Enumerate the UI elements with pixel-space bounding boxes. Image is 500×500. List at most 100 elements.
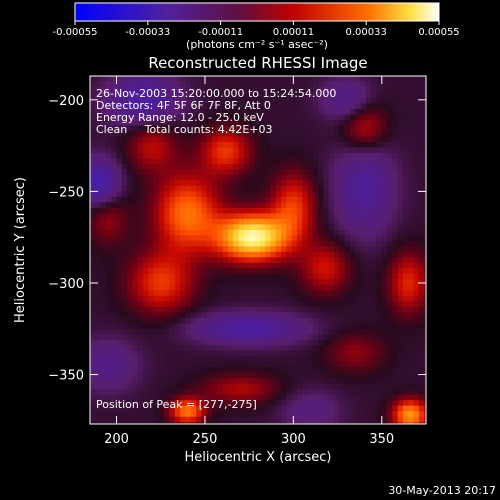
heatmap-cell <box>392 218 399 225</box>
heatmap-cell <box>227 235 234 242</box>
heatmap-cell <box>222 339 229 346</box>
heatmap-cell <box>418 262 425 269</box>
heatmap-cell <box>355 169 362 176</box>
heatmap-cell <box>281 323 287 330</box>
heatmap-plot[interactable] <box>90 76 430 428</box>
heatmap-cell <box>302 235 309 242</box>
heatmap-cell <box>116 251 123 258</box>
heatmap-cell <box>254 130 261 137</box>
heatmap-cell <box>355 246 362 253</box>
heatmap-cell <box>397 120 404 127</box>
heatmap-cell <box>180 290 187 297</box>
heatmap-cell <box>217 125 224 132</box>
heatmap-cell <box>328 109 335 116</box>
heatmap-cell <box>265 301 272 308</box>
heatmap-cell <box>249 76 256 83</box>
heatmap-cell <box>243 163 250 170</box>
heatmap-cell <box>408 328 415 335</box>
heatmap-cell <box>90 125 96 132</box>
heatmap-cell <box>159 422 165 424</box>
heatmap-cell <box>275 323 282 330</box>
heatmap-cell <box>275 405 282 412</box>
heatmap-cell <box>259 174 266 181</box>
heatmap-cell <box>334 130 340 137</box>
heatmap-cell <box>143 416 150 423</box>
heatmap-cell <box>148 284 155 291</box>
heatmap-cell <box>270 328 277 335</box>
heatmap-cell <box>307 158 314 165</box>
heatmap-cell <box>111 196 118 203</box>
heatmap-cell <box>350 125 356 132</box>
heatmap-cell <box>323 229 330 236</box>
heatmap-cell <box>259 295 266 302</box>
heatmap-cell <box>164 202 171 209</box>
heatmap-cell <box>408 389 415 396</box>
heatmap-cell <box>381 361 388 368</box>
heatmap-cell <box>249 235 256 242</box>
heatmap-cell <box>376 411 383 418</box>
heatmap-cell <box>169 405 176 412</box>
heatmap-cell <box>174 185 181 192</box>
heatmap-cell <box>392 158 399 165</box>
heatmap-cell <box>259 400 266 407</box>
heatmap-cell <box>360 136 367 143</box>
heatmap-cell <box>323 152 330 159</box>
heatmap-cell <box>365 109 372 116</box>
heatmap-cell <box>312 130 319 137</box>
heatmap-cell <box>217 147 224 154</box>
heatmap-cell <box>350 191 356 198</box>
heatmap-cell <box>180 400 187 407</box>
heatmap-cell <box>418 125 425 132</box>
heatmap-cell <box>95 295 102 302</box>
heatmap-cell <box>307 317 314 324</box>
heatmap-cell <box>169 312 176 319</box>
heatmap-cell <box>413 389 420 396</box>
heatmap-cell <box>307 389 314 396</box>
heatmap-cell <box>137 273 144 280</box>
heatmap-cell <box>355 389 362 396</box>
heatmap-cell <box>323 109 330 116</box>
heatmap-cell <box>222 268 229 275</box>
heatmap-cell <box>259 147 266 154</box>
heatmap-cell <box>403 218 409 225</box>
heatmap-cell <box>387 229 394 236</box>
heatmap-cell <box>397 152 404 159</box>
heatmap-cell <box>328 334 335 341</box>
heatmap-cell <box>212 125 218 132</box>
heatmap-cell <box>227 405 234 412</box>
heatmap-cell <box>360 174 367 181</box>
heatmap-cell <box>265 81 272 88</box>
heatmap-cell <box>196 334 203 341</box>
heatmap-cell <box>339 394 346 401</box>
heatmap-cell <box>323 262 330 269</box>
heatmap-cell <box>397 405 404 412</box>
heatmap-cell <box>206 174 213 181</box>
heatmap-cell <box>206 185 213 192</box>
heatmap-cell <box>392 246 399 253</box>
heatmap-cell <box>360 312 367 319</box>
heatmap-cell <box>159 251 165 258</box>
heatmap-cell <box>350 120 356 127</box>
heatmap-cell <box>95 180 102 187</box>
heatmap-cell <box>323 251 330 258</box>
heatmap-cell <box>95 114 102 121</box>
heatmap-cell <box>90 411 96 418</box>
heatmap-cell <box>318 92 325 99</box>
heatmap-cell <box>413 367 420 374</box>
heatmap-cell <box>275 290 282 297</box>
heatmap-cell <box>424 422 426 424</box>
heatmap-cell <box>392 405 399 412</box>
heatmap-cell <box>344 411 351 418</box>
heatmap-cell <box>212 81 218 88</box>
heatmap-cell <box>387 394 394 401</box>
heatmap-cell <box>360 202 367 209</box>
heatmap-cell <box>318 87 325 94</box>
heatmap-cell <box>249 350 256 357</box>
heatmap-cell <box>265 317 272 324</box>
heatmap-cell <box>100 120 107 127</box>
heatmap-cell <box>222 306 229 313</box>
heatmap-cell <box>397 213 404 220</box>
heatmap-cell <box>105 98 112 105</box>
heatmap-cell <box>90 328 96 335</box>
heatmap-cell <box>169 240 176 247</box>
